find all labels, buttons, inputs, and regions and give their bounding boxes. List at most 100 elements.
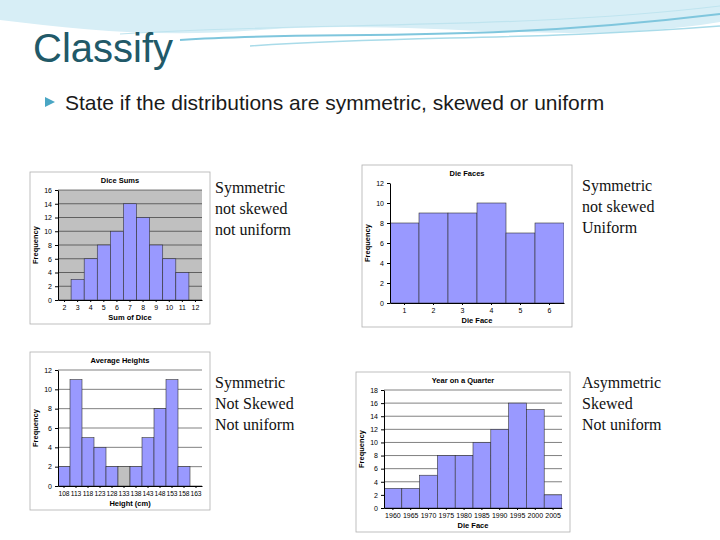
y-axis-title: Frequency [31, 225, 40, 264]
x-axis-title: Die Face [462, 316, 493, 325]
tick-label: 0 [48, 297, 52, 304]
bar [110, 231, 123, 300]
x-tick: 3 [461, 303, 465, 314]
y-tick: 10 [44, 228, 58, 235]
tick-mark [387, 203, 390, 204]
bar [189, 300, 202, 301]
axis-line [58, 371, 59, 487]
chart-title: Die Faces [449, 169, 484, 178]
tick-label: 12 [44, 367, 52, 374]
y-tick: 4 [380, 260, 390, 267]
tick-label: 1965 [403, 512, 419, 519]
bar [176, 273, 189, 301]
tick-mark [148, 486, 149, 488]
tick-label: 118 [83, 490, 94, 497]
y-tick: 8 [48, 242, 58, 249]
x-tick: 148 [154, 486, 165, 497]
tick-mark [428, 508, 429, 510]
tick-label: 133 [118, 490, 129, 497]
bar [506, 233, 535, 303]
bar [123, 204, 136, 300]
tick-mark [55, 286, 58, 287]
x-tick: 123 [94, 486, 105, 497]
x-axis-title: Height (cm) [109, 499, 151, 508]
plot: 0246810121416181960196519701975198019851… [370, 387, 562, 519]
tick-mark [55, 409, 58, 410]
grid-line [384, 403, 562, 404]
tick-mark [77, 300, 78, 302]
bar [509, 403, 527, 508]
tick-mark [387, 223, 390, 224]
y-tick: 14 [44, 200, 58, 207]
tick-mark [64, 486, 65, 488]
bar [137, 218, 150, 301]
chart-area [356, 372, 570, 532]
x-tick: 6 [548, 303, 552, 314]
x-tick: 2 [63, 300, 67, 311]
tick-label: 3 [461, 307, 465, 314]
y-tick: 0 [48, 297, 58, 304]
annotation: not uniform [215, 221, 292, 238]
tick-label: 108 [58, 490, 69, 497]
tick-label: 1 [403, 307, 407, 314]
axis-line [59, 300, 203, 301]
tick-label: 2 [48, 463, 52, 470]
tick-mark [55, 245, 58, 246]
tick-mark [184, 486, 185, 488]
tick-mark [156, 300, 157, 302]
x-tick: 1975 [439, 508, 455, 519]
tick-label: 7 [128, 304, 132, 311]
tick-label: 14 [44, 200, 52, 207]
y-tick: 10 [376, 200, 390, 207]
tick-label: 2 [63, 304, 67, 311]
tick-mark [381, 495, 384, 496]
tick-mark [381, 456, 384, 457]
tick-mark [55, 204, 58, 205]
bars [384, 403, 562, 508]
tick-label: 1985 [474, 512, 490, 519]
tick-label: 16 [370, 400, 378, 407]
tick-mark [88, 486, 89, 488]
x-tick: 12 [192, 300, 200, 311]
chart-panel: Year on a Quarter02468101214161819601965… [356, 372, 570, 532]
x-tick: 118 [83, 486, 94, 497]
y-tick: 2 [380, 280, 390, 287]
tick-mark [535, 508, 536, 510]
bar [491, 429, 509, 508]
tick-label: 163 [190, 490, 201, 497]
tick-label: 10 [44, 386, 52, 393]
tick-mark [387, 263, 390, 264]
x-tick: 133 [118, 486, 129, 497]
plot-background [384, 390, 562, 508]
x-tick: 158 [178, 486, 189, 497]
tick-mark [90, 300, 91, 302]
tick-label: 12 [192, 304, 200, 311]
tick-mark [55, 467, 58, 468]
tick-label: 4 [48, 444, 52, 451]
tick-label: 4 [48, 269, 52, 276]
x-tick: 2 [432, 303, 436, 314]
tick-label: 12 [44, 214, 52, 221]
bullet-text: State if the distributions are symmetric… [65, 91, 604, 114]
annotation: Asymmetric [582, 374, 661, 392]
tick-label: 1990 [492, 512, 508, 519]
bar [130, 467, 142, 486]
x-tick: 128 [106, 486, 117, 497]
tick-mark [55, 231, 58, 232]
bar [154, 409, 166, 486]
tick-label: 158 [178, 490, 189, 497]
tick-label: 2 [432, 307, 436, 314]
y-tick: 8 [374, 452, 384, 459]
tick-mark [520, 303, 521, 305]
x-tick: 5 [519, 303, 523, 314]
x-tick: 113 [71, 486, 82, 497]
annotation: Symmetric [215, 374, 285, 392]
tick-label: 2 [48, 283, 52, 290]
y-tick: 16 [44, 187, 58, 194]
x-tick: 1995 [510, 508, 526, 519]
bar [58, 467, 70, 486]
tick-label: 12 [370, 426, 378, 433]
x-tick: 138 [130, 486, 141, 497]
tick-mark [76, 486, 77, 488]
x-tick: 108 [58, 486, 69, 497]
